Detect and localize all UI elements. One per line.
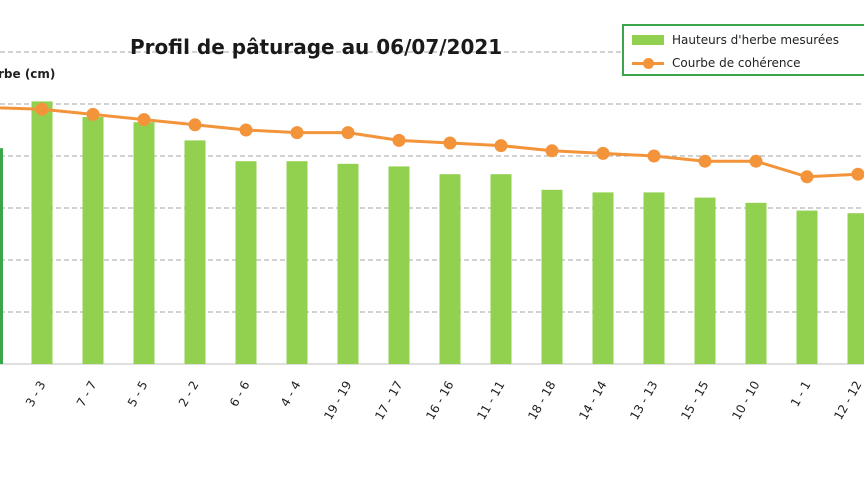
legend: Hauteurs d'herbe mesurées Courbe de cohé… [622, 24, 864, 76]
bar [643, 192, 665, 364]
x-tick-label: 6 - 6 [227, 379, 253, 410]
x-tick-label: 15 - 15 [678, 379, 711, 423]
bar-clipped [0, 148, 3, 364]
line-point [749, 154, 763, 168]
line-point [341, 126, 355, 140]
line-point [596, 146, 610, 160]
line-point [392, 133, 406, 147]
x-tick-label: 7 - 7 [74, 379, 100, 410]
x-tick-label: 11 - 11 [474, 379, 507, 423]
line-point [647, 149, 661, 163]
x-tick-label: 16 - 16 [423, 379, 456, 423]
x-tick-label: 18 - 18 [525, 379, 558, 423]
x-tick-label: 14 - 14 [576, 379, 609, 423]
legend-line-swatch [632, 57, 664, 69]
line-point [290, 126, 304, 140]
bar [796, 210, 818, 364]
line-point [443, 136, 457, 150]
legend-bar-label: Hauteurs d'herbe mesurées [672, 33, 839, 47]
x-tick-label: 4 - 4 [278, 379, 304, 410]
bar [82, 117, 104, 364]
x-tick-label: 17 - 17 [372, 379, 405, 423]
bar [745, 202, 767, 364]
line-point [188, 118, 202, 132]
x-tick-label: 12 - 12 [831, 379, 864, 423]
bar [31, 101, 53, 365]
series-line [0, 106, 864, 179]
bar [337, 163, 359, 364]
legend-bar-swatch [632, 35, 664, 45]
line-point [800, 170, 814, 184]
bar [541, 189, 563, 364]
legend-item-bars: Hauteurs d'herbe mesurées [632, 31, 839, 49]
legend-line-label: Courbe de cohérence [672, 56, 801, 70]
x-tick-label: 1 - 1 [788, 379, 814, 410]
bar [184, 140, 206, 364]
x-tick-label: 5 - 5 [125, 379, 151, 410]
legend-item-line: Courbe de cohérence [632, 54, 800, 72]
bar [388, 166, 410, 364]
bar [439, 174, 461, 364]
y-axis-label: rbe (cm) [0, 67, 56, 81]
line-point [851, 167, 864, 181]
x-tick-label: 13 - 13 [627, 379, 660, 423]
chart-title: Profil de pâturage au 06/07/2021 [130, 35, 503, 59]
bar [694, 197, 716, 364]
line-point [239, 123, 253, 137]
line-point [698, 154, 712, 168]
bar [592, 192, 614, 364]
bar [847, 213, 864, 364]
line-point [35, 102, 49, 116]
line-point [137, 113, 151, 127]
bar [286, 161, 308, 364]
line-point [86, 107, 100, 121]
x-tick-label: 3 - 3 [23, 379, 49, 410]
bar [490, 174, 512, 364]
line-point [545, 144, 559, 158]
x-tick-label: 2 - 2 [176, 379, 202, 410]
x-tick-label: 10 - 10 [729, 379, 762, 423]
x-tick-label: 19 - 19 [321, 379, 354, 423]
line-point [494, 139, 508, 153]
bar [133, 122, 155, 364]
bar [235, 161, 257, 364]
